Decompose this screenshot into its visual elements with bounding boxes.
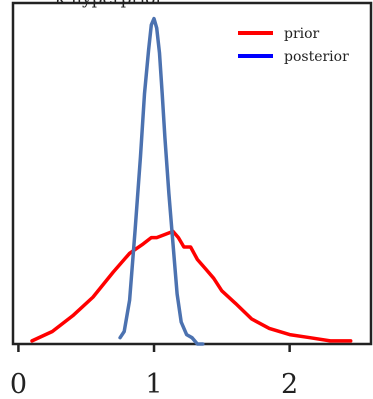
series-prior [30, 229, 353, 343]
legend-label-prior: prior [284, 26, 320, 42]
x-axis: 0 1 2 [10, 344, 298, 399]
legend-label-posterior: posterior [284, 49, 349, 65]
x-tick-label: 2 [281, 369, 298, 399]
x-tick-label: 0 [10, 369, 27, 399]
series-posterior [118, 16, 205, 346]
x-tick-label: 1 [145, 369, 162, 399]
series-layer [30, 16, 353, 346]
legend: prior posterior [238, 26, 349, 65]
chart-title: κ hyperprior [55, 0, 164, 9]
plot-frame [11, 1, 373, 346]
posterior-line [118, 16, 205, 346]
prior-line [30, 229, 353, 343]
